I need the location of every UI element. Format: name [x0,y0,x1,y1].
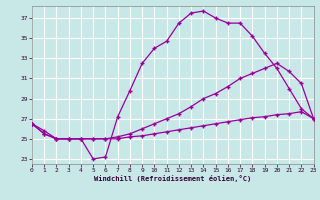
X-axis label: Windchill (Refroidissement éolien,°C): Windchill (Refroidissement éolien,°C) [94,175,252,182]
